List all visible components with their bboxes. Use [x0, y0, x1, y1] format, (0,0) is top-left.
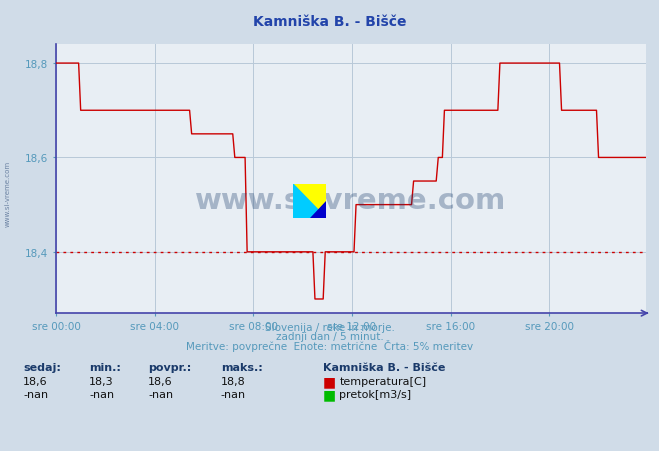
Text: Kamniška B. - Bišče: Kamniška B. - Bišče [323, 363, 445, 373]
Polygon shape [293, 185, 326, 219]
Text: 18,6: 18,6 [148, 376, 173, 386]
Text: Kamniška B. - Bišče: Kamniška B. - Bišče [253, 15, 406, 28]
Text: 18,8: 18,8 [221, 376, 246, 386]
Text: pretok[m3/s]: pretok[m3/s] [339, 390, 411, 400]
Text: ■: ■ [323, 374, 336, 388]
Text: -nan: -nan [148, 390, 173, 400]
Text: zadnji dan / 5 minut.: zadnji dan / 5 minut. [275, 331, 384, 341]
Text: www.si-vreme.com: www.si-vreme.com [195, 187, 507, 215]
Text: -nan: -nan [23, 390, 48, 400]
Text: 18,6: 18,6 [23, 376, 47, 386]
Text: maks.:: maks.: [221, 363, 262, 373]
Text: min.:: min.: [89, 363, 121, 373]
Text: 18,3: 18,3 [89, 376, 113, 386]
Text: Slovenija / reke in morje.: Slovenija / reke in morje. [264, 322, 395, 332]
Text: temperatura[C]: temperatura[C] [339, 376, 426, 386]
Text: -nan: -nan [89, 390, 114, 400]
Text: povpr.:: povpr.: [148, 363, 192, 373]
Text: ■: ■ [323, 388, 336, 401]
Text: -nan: -nan [221, 390, 246, 400]
Text: sedaj:: sedaj: [23, 363, 61, 373]
Text: Meritve: povprečne  Enote: metrične  Črta: 5% meritev: Meritve: povprečne Enote: metrične Črta:… [186, 339, 473, 351]
Polygon shape [293, 185, 326, 219]
Text: www.si-vreme.com: www.si-vreme.com [5, 161, 11, 227]
Polygon shape [310, 202, 326, 219]
